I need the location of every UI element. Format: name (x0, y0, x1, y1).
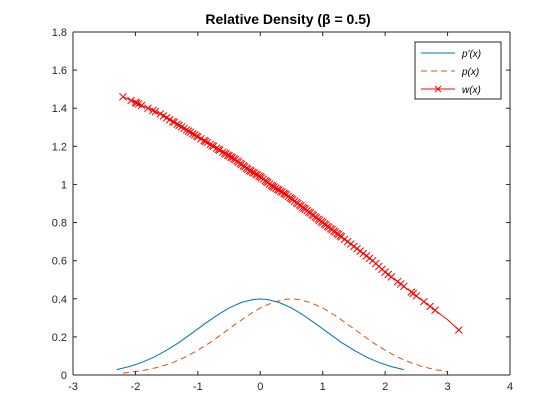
x-tick-label: 1 (320, 381, 326, 393)
chart-title: Relative Density (β = 0.5) (205, 11, 370, 27)
w-marker (343, 237, 352, 246)
w-marker (359, 249, 368, 258)
y-tick-label: 1.8 (52, 27, 67, 39)
y-tick-label: 1.4 (52, 103, 67, 115)
w-marker (393, 277, 402, 286)
x-tick-label: -3 (68, 381, 78, 393)
x-tick-label: 4 (507, 381, 513, 393)
w-marker (396, 280, 405, 288)
legend-box (414, 41, 502, 100)
y-tick-label: 1.6 (52, 65, 67, 77)
y-tick-label: 1 (61, 179, 67, 191)
w-marker (409, 289, 418, 298)
w-marker (365, 254, 374, 263)
w-marker (149, 106, 157, 115)
w-marker (387, 273, 396, 281)
ticks-layer: -3 -2 -1 0 1 2 3 4 0 0.2 0.4 0.6 0.8 1 1.2 1.4 1.6 1.8 (52, 27, 513, 393)
w-marker (350, 242, 358, 251)
y-tick-label: 0.2 (52, 332, 67, 344)
w-marker (381, 268, 389, 276)
w-marker (353, 244, 361, 253)
legend-label-w: w(x) (462, 85, 481, 96)
x-tick-label: 2 (382, 381, 388, 393)
w-marker (412, 292, 421, 300)
w-marker (346, 240, 355, 248)
w-marker (144, 104, 152, 113)
w-marker (137, 101, 146, 110)
y-tick-label: 0.8 (52, 218, 67, 230)
w-marker (356, 247, 365, 255)
w-marker (431, 306, 439, 315)
series-layer (116, 92, 463, 374)
w-marker (173, 120, 182, 129)
y-tick-label: 0.4 (52, 294, 67, 306)
w-marker (201, 137, 210, 146)
w-marker (426, 302, 434, 311)
legend-label-p: p(x) (461, 67, 479, 78)
w-marker (270, 183, 278, 191)
w-marker (151, 107, 160, 116)
legend: p'(x) p(x) w(x) (414, 41, 502, 100)
legend-marker-w (434, 85, 442, 93)
x-tick-label: 3 (445, 381, 451, 393)
w-marker (182, 126, 191, 134)
y-tick-label: 0.6 (52, 256, 67, 268)
x-tick-label: 0 (257, 381, 263, 393)
w-marker (454, 326, 463, 334)
y-tick-label: 1.2 (52, 141, 67, 153)
x-tick-label: -2 (131, 381, 141, 393)
y-tick-label: 0 (61, 370, 67, 382)
x-tick-label: -1 (193, 381, 203, 393)
w-marker (362, 252, 371, 260)
w-marker (419, 297, 428, 306)
w-marker (400, 282, 408, 291)
w-marker (384, 270, 393, 279)
w-marker (189, 129, 197, 138)
w-marker (184, 127, 193, 135)
w-marker (127, 96, 135, 105)
series-line-1 (122, 298, 448, 374)
legend-label-p-prime: p'(x) (461, 49, 481, 60)
w-marker (132, 99, 141, 107)
w-marker (340, 235, 349, 244)
w-marker (119, 92, 127, 101)
series-line-0 (116, 298, 404, 371)
w-marker (337, 232, 346, 241)
